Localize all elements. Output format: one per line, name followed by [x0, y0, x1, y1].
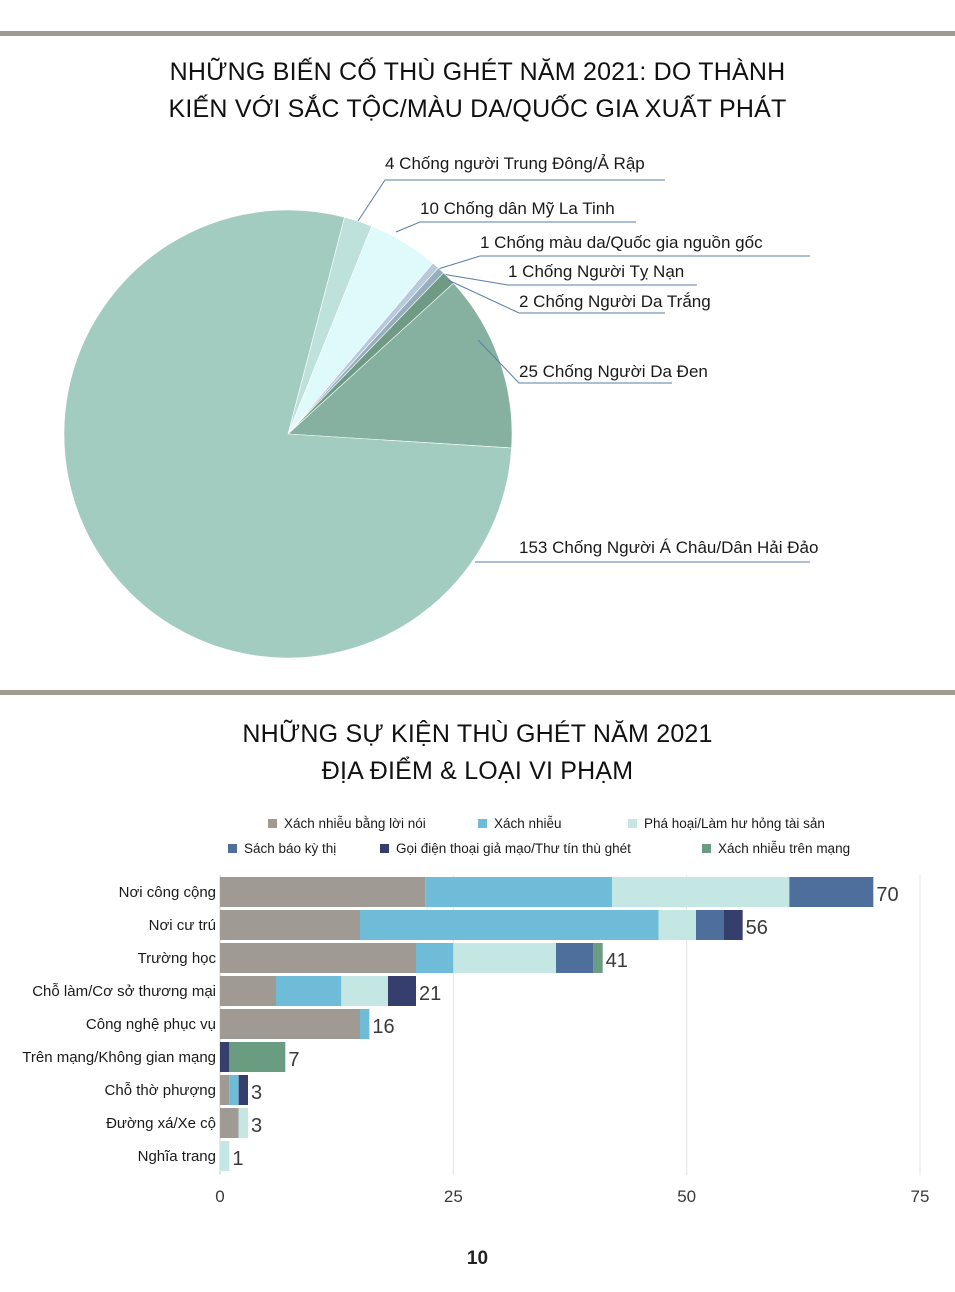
pie-leader-line-3: [437, 255, 810, 270]
bar-total-9: 1: [232, 1148, 243, 1170]
pie-label-6: 25 Chống Người Da Đen: [519, 362, 708, 381]
bar-segment-7-2: [229, 1075, 239, 1105]
bar-total-2: 56: [746, 917, 768, 939]
category-label-8: Đường xá/Xe cộ: [106, 1115, 216, 1132]
bar-segment-2-3: [658, 910, 696, 940]
category-label-3: Trường học: [137, 950, 216, 967]
pie-slice-7: [63, 209, 512, 659]
category-label-9: Nghĩa trang: [138, 1148, 216, 1165]
pie-label-1: 4 Chống người Trung Đông/Ả Rập: [385, 154, 645, 173]
bar-segment-2-5: [724, 910, 743, 940]
bar-segment-2-4: [696, 910, 724, 940]
pie-label-4: 1 Chống Người Tỵ Nạn: [508, 262, 684, 281]
bar-segment-7-1: [220, 1075, 230, 1105]
pie-leader-line-4: [441, 273, 697, 286]
bar-segment-3-6: [593, 943, 603, 973]
legend-swatch-6: [702, 844, 711, 853]
legend-swatch-2: [478, 819, 487, 828]
top-divider: [0, 31, 955, 36]
bar-total-8: 3: [251, 1115, 262, 1137]
bar-total-7: 3: [251, 1082, 262, 1104]
pie-slice-6: [287, 282, 513, 449]
pie-leader-line-5: [447, 279, 665, 314]
legend-label-6: Xách nhiễu trên mạng: [718, 841, 850, 856]
legend-swatch-4: [228, 844, 237, 853]
bar-total-1: 70: [876, 884, 898, 906]
bar-segment-6-5: [220, 1042, 230, 1072]
category-label-1: Nơi công cộng: [119, 884, 216, 901]
bar-segment-3-1: [220, 943, 416, 973]
legend-label-1: Xách nhiễu bằng lời nói: [284, 816, 426, 831]
section-divider: [0, 690, 955, 695]
pie-leader-line-2: [395, 221, 636, 233]
x-tick-25: 25: [444, 1187, 463, 1206]
bar-segment-4-3: [341, 976, 388, 1006]
bar-title-line1: NHỮNG SỰ KIỆN THÙ GHÉT NĂM 2021: [242, 720, 713, 748]
bar-total-4: 21: [419, 983, 441, 1005]
bar-segment-4-1: [220, 976, 276, 1006]
bar-total-5: 16: [372, 1016, 394, 1038]
pie-leader-line-1: [357, 179, 665, 222]
pie-label-2: 10 Chống dân Mỹ La Tinh: [420, 199, 615, 218]
pie-title-line2: KIẾN VỚI SẮC TỘC/MÀU DA/QUỐC GIA XUẤT PH…: [168, 95, 787, 123]
bar-chart-title: NHỮNG SỰ KIỆN THÙ GHÉT NĂM 2021 ĐỊA ĐIỂM…: [0, 716, 955, 790]
x-tick-0: 0: [215, 1187, 224, 1206]
bar-segment-1-1: [220, 877, 426, 907]
bar-segment-4-5: [388, 976, 416, 1006]
bar-segment-3-2: [416, 943, 454, 973]
bar-total-3: 41: [606, 950, 628, 972]
category-label-6: Trên mạng/Không gian mạng: [22, 1049, 216, 1066]
bar-total-6: 7: [288, 1049, 299, 1071]
pie-label-7: 153 Chống Người Á Châu/Dân Hải Đảo: [519, 538, 818, 557]
legend-swatch-5: [380, 844, 389, 853]
category-label-5: Công nghệ phục vụ: [86, 1016, 216, 1033]
pie-chart-title: NHỮNG BIẾN CỐ THÙ GHÉT NĂM 2021: DO THÀN…: [0, 54, 955, 128]
category-label-7: Chỗ thờ phượng: [105, 1082, 216, 1099]
bar-segment-3-3: [453, 943, 556, 973]
category-label-4: Chỗ làm/Cơ sở thương mại: [32, 983, 216, 1000]
pie-label-5: 2 Chống Người Da Trắng: [519, 292, 711, 311]
bar-segment-2-2: [360, 910, 659, 940]
bar-title-line2: ĐỊA ĐIỂM & LOẠI VI PHẠM: [321, 757, 634, 785]
legend-label-3: Phá hoại/Làm hư hỏng tài sản: [644, 816, 825, 831]
category-label-2: Nơi cư trú: [149, 917, 216, 934]
bar-segment-5-2: [360, 1009, 370, 1039]
x-tick-50: 50: [677, 1187, 696, 1206]
bar-segment-7-5: [238, 1075, 248, 1105]
x-tick-75: 75: [911, 1187, 930, 1206]
legend-swatch-1: [268, 819, 277, 828]
bar-segment-8-3: [238, 1108, 248, 1138]
bar-segment-2-1: [220, 910, 360, 940]
page-number: 10: [466, 1248, 489, 1269]
legend-swatch-3: [628, 819, 637, 828]
bar-segment-3-4: [556, 943, 594, 973]
bar-segment-8-1: [220, 1108, 239, 1138]
legend-label-5: Gọi điện thoại giả mạo/Thư tín thù ghét: [396, 841, 631, 856]
pie-title-line1: NHỮNG BIẾN CỐ THÙ GHÉT NĂM 2021: DO THÀN…: [169, 58, 786, 86]
pie-label-3: 1 Chống màu da/Quốc gia nguồn gốc: [480, 233, 763, 252]
legend-label-2: Xách nhiễu: [494, 816, 562, 831]
bar-segment-5-1: [220, 1009, 360, 1039]
pie-chart: 4 Chống người Trung Đông/Ả Rập 10 Chống d…: [63, 154, 818, 659]
pie-leader-line-6: [477, 339, 672, 384]
bar-segment-9-3: [220, 1141, 230, 1171]
bar-segment-1-3: [612, 877, 790, 907]
legend-label-4: Sách báo kỳ thị: [244, 841, 336, 856]
bar-segment-6-6: [229, 1042, 286, 1072]
bar-segment-1-4: [789, 877, 874, 907]
bar-segment-4-2: [276, 976, 342, 1006]
bar-segment-1-2: [425, 877, 612, 907]
